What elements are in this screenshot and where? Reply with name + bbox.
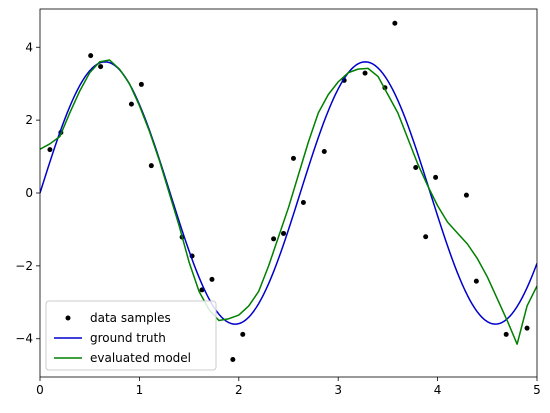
y-tick-label: 2 [25, 113, 33, 127]
plot-series [40, 20, 537, 363]
data-point [463, 192, 469, 198]
data-point [47, 147, 53, 153]
data-point [230, 357, 236, 363]
data-point [300, 199, 306, 205]
x-tick-label: 5 [533, 383, 541, 397]
legend-label-evaluated-model: evaluated model [90, 351, 191, 365]
legend: data samples ground truth evaluated mode… [45, 300, 217, 371]
data-point [503, 331, 509, 337]
y-tick-label: −2 [15, 259, 33, 273]
data-point [413, 164, 419, 170]
data-point [271, 236, 277, 242]
axes: 0 1 2 3 4 5 −4 −2 0 2 4 [15, 8, 541, 397]
data-point [148, 163, 154, 169]
data-point [128, 101, 134, 107]
data-point [138, 81, 144, 87]
data-point [321, 148, 327, 154]
data-point [88, 53, 94, 59]
data-point [473, 278, 479, 284]
data-point [433, 174, 439, 180]
legend-label-ground-truth: ground truth [90, 331, 166, 345]
x-tick-label: 0 [36, 383, 44, 397]
data-point [392, 20, 398, 26]
x-tick-label: 3 [334, 383, 342, 397]
legend-label-data-samples: data samples [90, 311, 171, 325]
data-point [423, 234, 429, 240]
x-tick-label: 4 [434, 383, 442, 397]
y-tick-label: 4 [25, 40, 33, 54]
y-tick-label: 0 [25, 186, 33, 200]
data-point [240, 331, 246, 337]
x-tick-label: 2 [235, 383, 243, 397]
data-point [524, 325, 530, 331]
x-tick-label: 1 [136, 383, 144, 397]
legend-marker-data-samples [65, 315, 71, 321]
plot-area [40, 20, 537, 363]
data-point [209, 276, 215, 282]
series-line-evaluated-model [40, 59, 537, 345]
legend-frame [45, 300, 217, 371]
y-tick-label: −4 [15, 332, 33, 346]
data-point [98, 64, 104, 70]
data-point [290, 155, 296, 161]
data-point [281, 230, 287, 236]
data-point [362, 70, 368, 76]
